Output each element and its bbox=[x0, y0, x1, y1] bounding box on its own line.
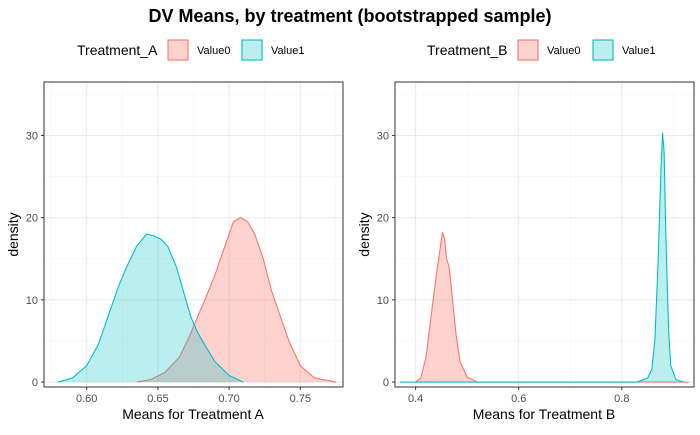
legend-title: Treatment_B bbox=[427, 42, 507, 58]
panel-border bbox=[394, 81, 695, 388]
legend-key-background bbox=[517, 39, 539, 61]
panel-border bbox=[43, 81, 344, 388]
legend-label-value1: Value1 bbox=[271, 45, 304, 57]
legend-key-value0 bbox=[517, 39, 539, 61]
legend-label-value0: Value0 bbox=[547, 45, 580, 57]
legend-key-background bbox=[167, 39, 189, 61]
panel-1: 0.60 0.65 0.70 0.75 0 10 20 30 Means for Treatme… bbox=[5, 39, 344, 422]
density-area-value1 bbox=[400, 132, 684, 383]
x-tick-label: 0.70 bbox=[218, 393, 239, 405]
x-tick-label: 0.65 bbox=[147, 393, 168, 405]
y-axis-label: density bbox=[356, 212, 372, 256]
density-area-value1 bbox=[58, 234, 244, 383]
x-tick-label: 0.60 bbox=[76, 393, 97, 405]
x-axis-label: Means for Treatment A bbox=[122, 406, 264, 422]
y-tick-label: 30 bbox=[377, 130, 389, 142]
y-tick-label: 30 bbox=[26, 130, 38, 142]
legend-key-background bbox=[592, 39, 614, 61]
x-tick-label: 0.8 bbox=[614, 393, 629, 405]
density-line-value1 bbox=[400, 132, 684, 383]
x-tick-label: 0.75 bbox=[290, 393, 311, 405]
y-tick-label: 10 bbox=[377, 295, 389, 307]
density-line-value0 bbox=[415, 231, 689, 383]
legend-key-value1 bbox=[241, 39, 263, 61]
density-line-value0 bbox=[136, 217, 336, 383]
y-tick-label: 0 bbox=[32, 377, 38, 389]
chart-title: DV Means, by treatment (bootstrapped sam… bbox=[148, 6, 551, 26]
legend: Treatment_B Value0 Value1 bbox=[427, 39, 655, 61]
y-tick-label: 20 bbox=[26, 213, 38, 225]
panel-background bbox=[395, 82, 694, 387]
legend-title: Treatment_A bbox=[77, 42, 158, 58]
legend-key-background bbox=[241, 39, 263, 61]
density-area-value0 bbox=[415, 232, 689, 383]
legend: Treatment_A Value0 Value1 bbox=[77, 39, 304, 61]
density-area-value0 bbox=[136, 217, 336, 383]
x-tick-label: 0.6 bbox=[511, 393, 526, 405]
y-tick-label: 10 bbox=[26, 295, 38, 307]
x-axis-label: Means for Treatment B bbox=[473, 406, 615, 422]
density-line-value1 bbox=[58, 233, 244, 383]
legend-label-value0: Value0 bbox=[197, 45, 230, 57]
y-axis-label: density bbox=[5, 212, 21, 256]
panel-2: 0.4 0.6 0.8 0 10 20 30 Means for Treatment B den… bbox=[356, 39, 695, 422]
legend-key-value1 bbox=[592, 39, 614, 61]
legend-key-value0 bbox=[167, 39, 189, 61]
x-tick-label: 0.4 bbox=[408, 393, 423, 405]
y-tick-label: 0 bbox=[383, 377, 389, 389]
y-tick-label: 20 bbox=[377, 213, 389, 225]
legend-label-value1: Value1 bbox=[622, 45, 655, 57]
